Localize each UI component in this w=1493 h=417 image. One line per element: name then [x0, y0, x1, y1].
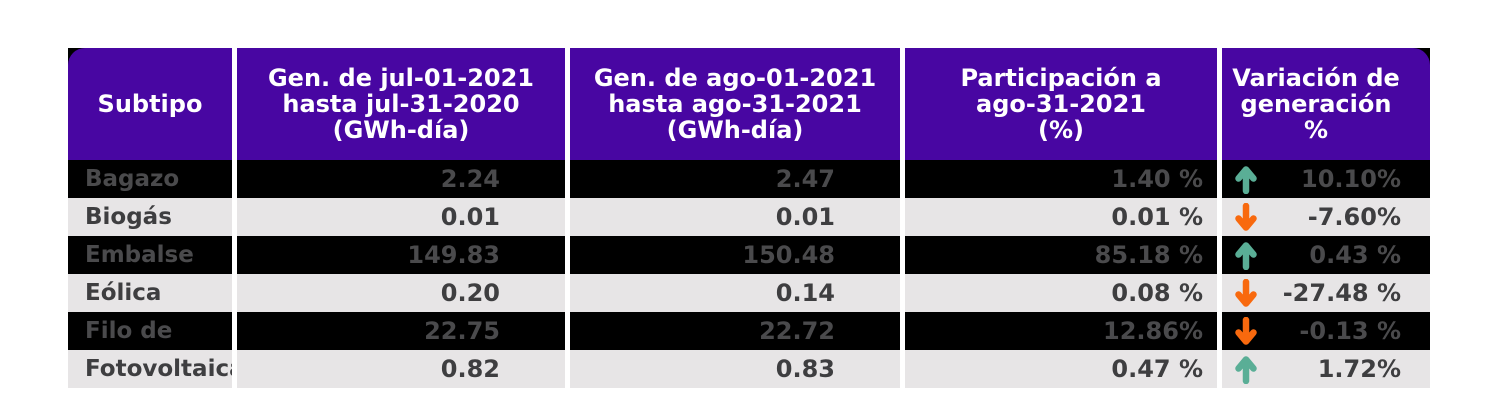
gen-ago-cell: 22.72	[570, 312, 905, 350]
participacion-cell: 12.86%	[905, 312, 1222, 350]
variacion-value: -0.13 %	[1299, 317, 1401, 345]
arrow-up-icon	[1234, 355, 1258, 384]
header-cell-subtipo: Subtipo	[68, 48, 237, 160]
table-row: Embalse 149.83 150.48 85.18 % 0.43 %	[68, 236, 1430, 274]
arrow-up-icon	[1234, 241, 1258, 270]
table-row: Bagazo 2.24 2.47 1.40 % 10.10%	[68, 160, 1430, 198]
table-row: Biogás 0.01 0.01 0.01 % -7.60%	[68, 198, 1430, 236]
subtipo-cell: Eólica	[68, 274, 237, 312]
gen-ago-cell: 2.47	[570, 160, 905, 198]
subtipo-cell: Biogás	[68, 198, 237, 236]
participacion-cell: 85.18 %	[905, 236, 1222, 274]
table-row: Filo de agua 22.75 22.72 12.86% -0.13 %	[68, 312, 1430, 350]
gen-jul-cell: 0.20	[237, 274, 570, 312]
arrow-up-icon	[1234, 165, 1258, 194]
gen-jul-cell: 22.75	[237, 312, 570, 350]
subtipo-cell: Filo de agua	[68, 312, 237, 350]
gen-ago-cell: 0.83	[570, 350, 905, 388]
arrow-down-icon	[1234, 316, 1258, 346]
subtipo-cell: Fotovoltaica	[68, 350, 237, 388]
gen-jul-cell: 2.24	[237, 160, 570, 198]
subtipo-cell: Bagazo	[68, 160, 237, 198]
header-cell-gen-ago: Gen. de ago-01-2021 hasta ago-31-2021 (G…	[570, 48, 905, 160]
header-cell-variacion: Variación de generación %	[1232, 64, 1400, 144]
arrow-down-icon	[1234, 202, 1258, 232]
table-row: Eólica 0.20 0.14 0.08 % -27.48 %	[68, 274, 1430, 312]
participacion-cell: 0.47 %	[905, 350, 1222, 388]
variacion-cell: 0.43 %	[1222, 236, 1410, 274]
variacion-value: 10.10%	[1301, 165, 1401, 193]
gen-ago-cell: 0.01	[570, 198, 905, 236]
variacion-cell: -27.48 %	[1222, 274, 1410, 312]
generation-table: Subtipo Gen. de jul-01-2021 hasta jul-31…	[68, 48, 1430, 388]
variacion-value: 1.72%	[1317, 355, 1401, 383]
variacion-cell: 1.72%	[1222, 350, 1410, 388]
gen-jul-cell: 0.82	[237, 350, 570, 388]
header-cell-participacion: Participación a ago-31-2021 (%)	[905, 48, 1222, 160]
variacion-value: -7.60%	[1307, 203, 1401, 231]
gen-jul-cell: 149.83	[237, 236, 570, 274]
gen-ago-cell: 150.48	[570, 236, 905, 274]
gen-jul-cell: 0.01	[237, 198, 570, 236]
header-cell-gen-jul: Gen. de jul-01-2021 hasta jul-31-2020 (G…	[237, 48, 570, 160]
variacion-cell: -7.60%	[1222, 198, 1410, 236]
participacion-cell: 0.01 %	[905, 198, 1222, 236]
variacion-cell: 10.10%	[1222, 160, 1410, 198]
subtipo-cell: Embalse	[68, 236, 237, 274]
participacion-cell: 1.40 %	[905, 160, 1222, 198]
variacion-cell: -0.13 %	[1222, 312, 1410, 350]
variacion-value: 0.43 %	[1309, 241, 1401, 269]
variacion-value: -27.48 %	[1282, 279, 1401, 307]
table-header-row: Subtipo Gen. de jul-01-2021 hasta jul-31…	[68, 48, 1430, 160]
participacion-cell: 0.08 %	[905, 274, 1222, 312]
gen-ago-cell: 0.14	[570, 274, 905, 312]
arrow-down-icon	[1234, 278, 1258, 308]
table-row: Fotovoltaica 0.82 0.83 0.47 % 1.72%	[68, 350, 1430, 388]
